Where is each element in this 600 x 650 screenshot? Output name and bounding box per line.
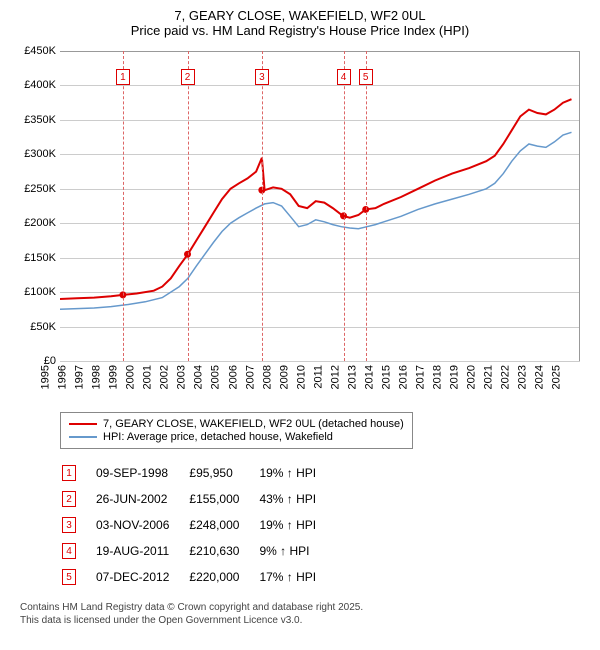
table-marker: 4: [62, 543, 76, 559]
chart-subtitle: Price paid vs. HM Land Registry's House …: [10, 23, 590, 38]
sale-marker-2: 2: [181, 69, 195, 85]
series-line: [60, 132, 572, 309]
series-line: [60, 99, 572, 299]
legend-row: 7, GEARY CLOSE, WAKEFIELD, WF2 0UL (deta…: [69, 418, 404, 430]
sale-marker-5: 5: [359, 69, 373, 85]
legend-label: 7, GEARY CLOSE, WAKEFIELD, WF2 0UL (deta…: [103, 418, 404, 430]
sale-date: 07-DEC-2012: [96, 565, 187, 589]
y-tick-label: £400K: [10, 79, 56, 91]
legend-label: HPI: Average price, detached house, Wake…: [103, 431, 333, 443]
legend-swatch: [69, 423, 97, 425]
sale-date: 09-SEP-1998: [96, 461, 187, 485]
sale-price: £248,000: [189, 513, 257, 537]
sale-price: £95,950: [189, 461, 257, 485]
chart-area: £0£50K£100K£150K£200K£250K£300K£350K£400…: [10, 46, 590, 406]
table-row: 5 07-DEC-2012£220,00017% ↑ HPI: [62, 565, 334, 589]
sale-vline: [188, 51, 189, 361]
footer: Contains HM Land Registry data © Crown c…: [20, 601, 590, 627]
sale-vline: [123, 51, 124, 361]
y-tick-label: £250K: [10, 183, 56, 195]
sale-marker-3: 3: [255, 69, 269, 85]
sale-marker-1: 1: [116, 69, 130, 85]
sale-price: £155,000: [189, 487, 257, 511]
footer-line-1: Contains HM Land Registry data © Crown c…: [20, 601, 590, 614]
sales-table: 109-SEP-1998£95,95019% ↑ HPI226-JUN-2002…: [60, 459, 336, 591]
y-tick-label: £200K: [10, 217, 56, 229]
chart-container: 7, GEARY CLOSE, WAKEFIELD, WF2 0UL Price…: [0, 0, 600, 650]
sale-delta: 19% ↑ HPI: [259, 513, 334, 537]
table-marker: 5: [62, 569, 76, 585]
table-marker: 2: [62, 491, 76, 507]
legend-row: HPI: Average price, detached house, Wake…: [69, 431, 404, 443]
y-tick-label: £100K: [10, 286, 56, 298]
table-marker: 3: [62, 517, 76, 533]
sale-vline: [262, 51, 263, 361]
table-marker: 1: [62, 465, 76, 481]
sale-delta: 19% ↑ HPI: [259, 461, 334, 485]
sale-delta: 17% ↑ HPI: [259, 565, 334, 589]
footer-line-2: This data is licensed under the Open Gov…: [20, 614, 590, 627]
table-row: 3 03-NOV-2006£248,00019% ↑ HPI: [62, 513, 334, 537]
sale-marker-4: 4: [337, 69, 351, 85]
chart-title: 7, GEARY CLOSE, WAKEFIELD, WF2 0UL: [10, 8, 590, 23]
gridline: [60, 361, 580, 362]
legend-swatch: [69, 436, 97, 438]
sale-price: £220,000: [189, 565, 257, 589]
legend: 7, GEARY CLOSE, WAKEFIELD, WF2 0UL (deta…: [60, 412, 413, 449]
table-row: 2 26-JUN-2002£155,00043% ↑ HPI: [62, 487, 334, 511]
x-tick-label: 2025: [551, 365, 592, 389]
sale-vline: [366, 51, 367, 361]
table-row: 1 09-SEP-1998£95,95019% ↑ HPI: [62, 461, 334, 485]
sale-delta: 43% ↑ HPI: [259, 487, 334, 511]
sale-date: 26-JUN-2002: [96, 487, 187, 511]
sale-price: £210,630: [189, 539, 257, 563]
sale-date: 03-NOV-2006: [96, 513, 187, 537]
y-tick-label: £150K: [10, 252, 56, 264]
sale-date: 19-AUG-2011: [96, 539, 187, 563]
table-row: 4 19-AUG-2011£210,6309% ↑ HPI: [62, 539, 334, 563]
sale-delta: 9% ↑ HPI: [259, 539, 334, 563]
sale-vline: [344, 51, 345, 361]
y-tick-label: £450K: [10, 45, 56, 57]
y-tick-label: £350K: [10, 114, 56, 126]
y-tick-label: £300K: [10, 148, 56, 160]
y-tick-label: £50K: [10, 321, 56, 333]
